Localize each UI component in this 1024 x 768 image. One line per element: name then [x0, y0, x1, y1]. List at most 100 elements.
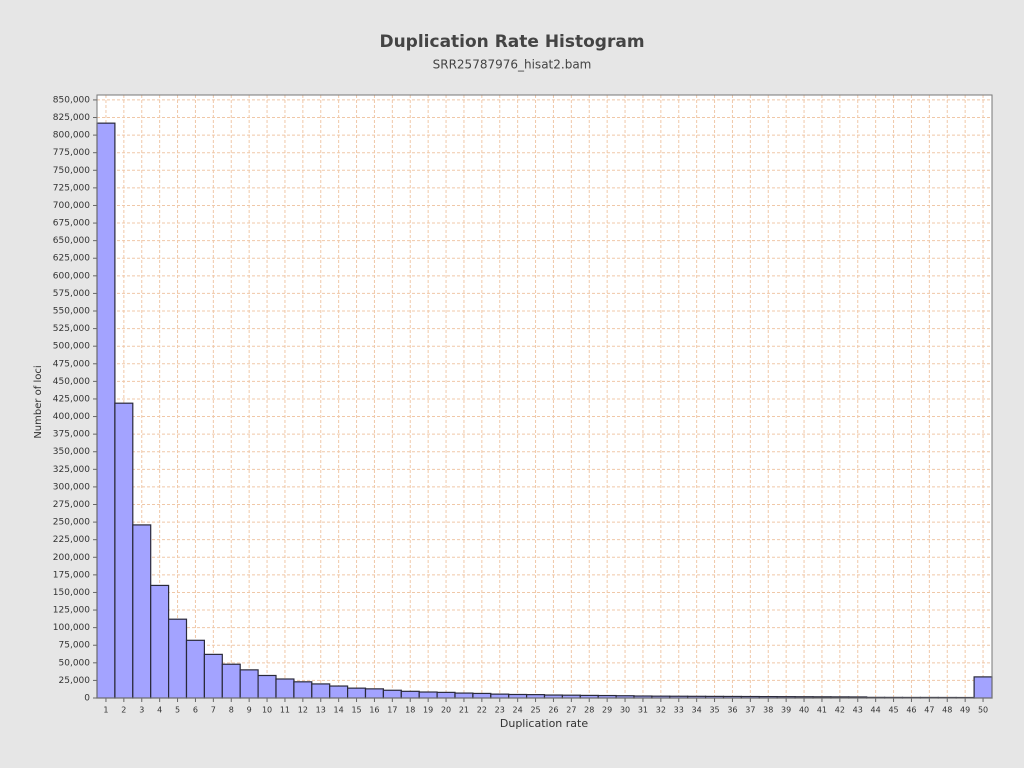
y-tick-label: 800,000	[53, 131, 90, 141]
bar	[454, 692, 474, 699]
y-tick-label: 425,000	[53, 394, 90, 404]
bar	[329, 685, 349, 699]
bar	[168, 618, 188, 699]
x-tick-label: 28	[584, 706, 594, 715]
x-tick-label: 22	[477, 706, 487, 715]
y-tick-label: 700,000	[53, 201, 90, 211]
plot-border	[96, 94, 993, 699]
y-tick-label: 750,000	[53, 166, 90, 176]
bar	[400, 690, 420, 699]
bar	[293, 681, 313, 699]
y-tick-label: 50,000	[59, 658, 91, 668]
x-tick-label: 20	[441, 706, 451, 715]
y-tick-label: 625,000	[53, 254, 90, 264]
y-tick-label: 125,000	[53, 606, 90, 616]
bar	[239, 669, 259, 699]
x-tick-label: 32	[656, 706, 666, 715]
x-tick-label: 35	[709, 706, 719, 715]
bar	[132, 524, 152, 699]
y-tick-label: 200,000	[53, 553, 90, 563]
y-tick-label: 550,000	[53, 307, 90, 317]
bar	[347, 687, 367, 699]
y-tick-label: 25,000	[59, 676, 91, 686]
y-tick-label: 400,000	[53, 412, 90, 422]
x-tick-label: 27	[566, 706, 576, 715]
y-tick-label: 375,000	[53, 430, 90, 440]
y-tick-label: 525,000	[53, 324, 90, 334]
bar	[490, 693, 510, 699]
bar	[114, 402, 134, 699]
bar	[382, 689, 402, 699]
x-tick-label: 42	[835, 706, 845, 715]
bar	[508, 693, 528, 699]
y-tick-label: 150,000	[53, 588, 90, 598]
bar	[275, 678, 295, 699]
x-tick-label: 45	[888, 706, 898, 715]
x-tick-label: 4	[157, 706, 162, 715]
bar	[436, 691, 456, 699]
y-tick-label: 500,000	[53, 342, 90, 352]
bar	[418, 691, 438, 699]
x-tick-label: 50	[978, 706, 988, 715]
bar	[96, 122, 116, 699]
y-tick-label: 850,000	[53, 95, 90, 105]
y-tick-label: 250,000	[53, 518, 90, 528]
x-tick-label: 25	[530, 706, 540, 715]
y-tick-label: 100,000	[53, 623, 90, 633]
y-tick-label: 175,000	[53, 570, 90, 580]
x-tick-label: 44	[871, 706, 881, 715]
x-tick-label: 31	[638, 706, 648, 715]
y-tick-label: 450,000	[53, 377, 90, 387]
x-tick-label: 2	[121, 706, 126, 715]
y-tick-label: 300,000	[53, 482, 90, 492]
bar	[472, 692, 492, 699]
x-tick-label: 26	[548, 706, 558, 715]
bar	[257, 674, 277, 699]
x-tick-label: 3	[139, 706, 144, 715]
x-tick-label: 14	[334, 706, 344, 715]
bar	[203, 653, 223, 699]
x-tick-label: 36	[727, 706, 737, 715]
x-tick-label: 21	[459, 706, 469, 715]
x-tick-label: 29	[602, 706, 612, 715]
x-tick-label: 9	[247, 706, 252, 715]
x-axis-label: Duplication rate	[500, 717, 588, 730]
x-tick-label: 24	[513, 706, 523, 715]
x-tick-label: 33	[674, 706, 684, 715]
y-tick-label: 475,000	[53, 359, 90, 369]
y-tick-label: 275,000	[53, 500, 90, 510]
x-tick-label: 34	[692, 706, 702, 715]
y-axis-label: Number of loci	[33, 365, 44, 438]
y-tick-label: 350,000	[53, 447, 90, 457]
bar	[150, 584, 170, 699]
plot-area	[97, 95, 992, 698]
x-tick-label: 8	[229, 706, 234, 715]
x-tick-label: 17	[387, 706, 397, 715]
x-tick-label: 30	[620, 706, 630, 715]
bar	[311, 683, 331, 699]
y-tick-label: 225,000	[53, 535, 90, 545]
y-tick-label: 600,000	[53, 271, 90, 281]
y-tick-label: 0	[84, 694, 90, 704]
x-tick-label: 40	[799, 706, 809, 715]
x-tick-label: 10	[262, 706, 272, 715]
chart-subtitle: SRR25787976_hisat2.bam	[433, 58, 592, 72]
y-tick-label: 675,000	[53, 219, 90, 229]
x-tick-label: 46	[906, 706, 916, 715]
x-tick-label: 19	[423, 706, 433, 715]
x-tick-label: 12	[298, 706, 308, 715]
y-tick-label: 75,000	[59, 641, 91, 651]
y-tick-label: 650,000	[53, 236, 90, 246]
bar	[185, 639, 205, 699]
bar	[525, 694, 546, 699]
x-tick-label: 18	[405, 706, 415, 715]
x-tick-label: 5	[175, 706, 180, 715]
x-tick-label: 23	[495, 706, 505, 715]
x-tick-label: 48	[942, 706, 952, 715]
x-tick-label: 37	[745, 706, 755, 715]
x-tick-label: 13	[316, 706, 326, 715]
bar	[364, 688, 384, 699]
x-tick-label: 47	[924, 706, 934, 715]
y-tick-label: 325,000	[53, 465, 90, 475]
